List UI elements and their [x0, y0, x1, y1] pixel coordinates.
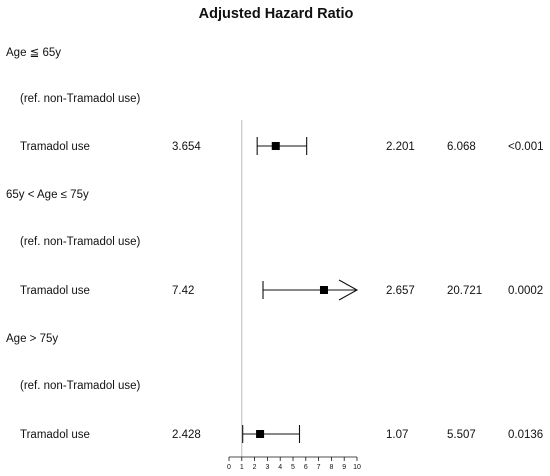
group-label: 65y < Age ≤ 75y — [6, 189, 89, 201]
p-value: <0.001 — [508, 141, 544, 153]
x-tick-label: 5 — [291, 464, 295, 471]
group-label: Age > 75y — [6, 333, 58, 345]
chart-title: Adjusted Hazard Ratio — [199, 6, 354, 22]
x-tick-label: 1 — [240, 464, 244, 471]
reference-label: (ref. non-Tramadol use) — [20, 236, 141, 248]
ci-lower-value: 2.201 — [386, 141, 415, 153]
hr-value: 2.428 — [172, 429, 201, 441]
p-value: 0.0136 — [508, 429, 543, 441]
hr-point — [256, 430, 265, 438]
hr-point — [319, 286, 328, 294]
ci-lower-value: 1.07 — [386, 429, 408, 441]
reference-label: (ref. non-Tramadol use) — [20, 380, 141, 392]
x-tick-label: 9 — [342, 464, 346, 471]
ci-lower-value: 2.657 — [386, 285, 415, 297]
x-tick-label: 7 — [317, 464, 321, 471]
x-tick-label: 2 — [253, 464, 257, 471]
x-tick-label: 0 — [227, 464, 231, 471]
row-label: Tramadol use — [20, 429, 90, 441]
reference-label: (ref. non-Tramadol use) — [20, 93, 141, 105]
x-tick-label: 10 — [353, 464, 361, 471]
x-tick-label: 3 — [265, 464, 269, 471]
row-label: Tramadol use — [20, 141, 90, 153]
ci-upper-value: 6.068 — [447, 141, 476, 153]
hr-value: 7.42 — [172, 285, 194, 297]
group-label: Age ≦ 65y — [6, 47, 61, 59]
p-value: 0.0002 — [508, 285, 543, 297]
x-tick-label: 6 — [304, 464, 308, 471]
ci-truncation-arrow — [338, 279, 359, 301]
hr-point — [271, 142, 280, 150]
hr-value: 3.654 — [172, 141, 201, 153]
x-tick-label: 8 — [329, 464, 333, 471]
ci-upper-value: 5.507 — [447, 429, 476, 441]
row-label: Tramadol use — [20, 285, 90, 297]
ci-upper-value: 20.721 — [447, 285, 482, 297]
forest-marks: 0 1 2 3 4 5 6 7 8 9 10 — [227, 120, 361, 471]
x-tick-label: 4 — [278, 464, 282, 471]
